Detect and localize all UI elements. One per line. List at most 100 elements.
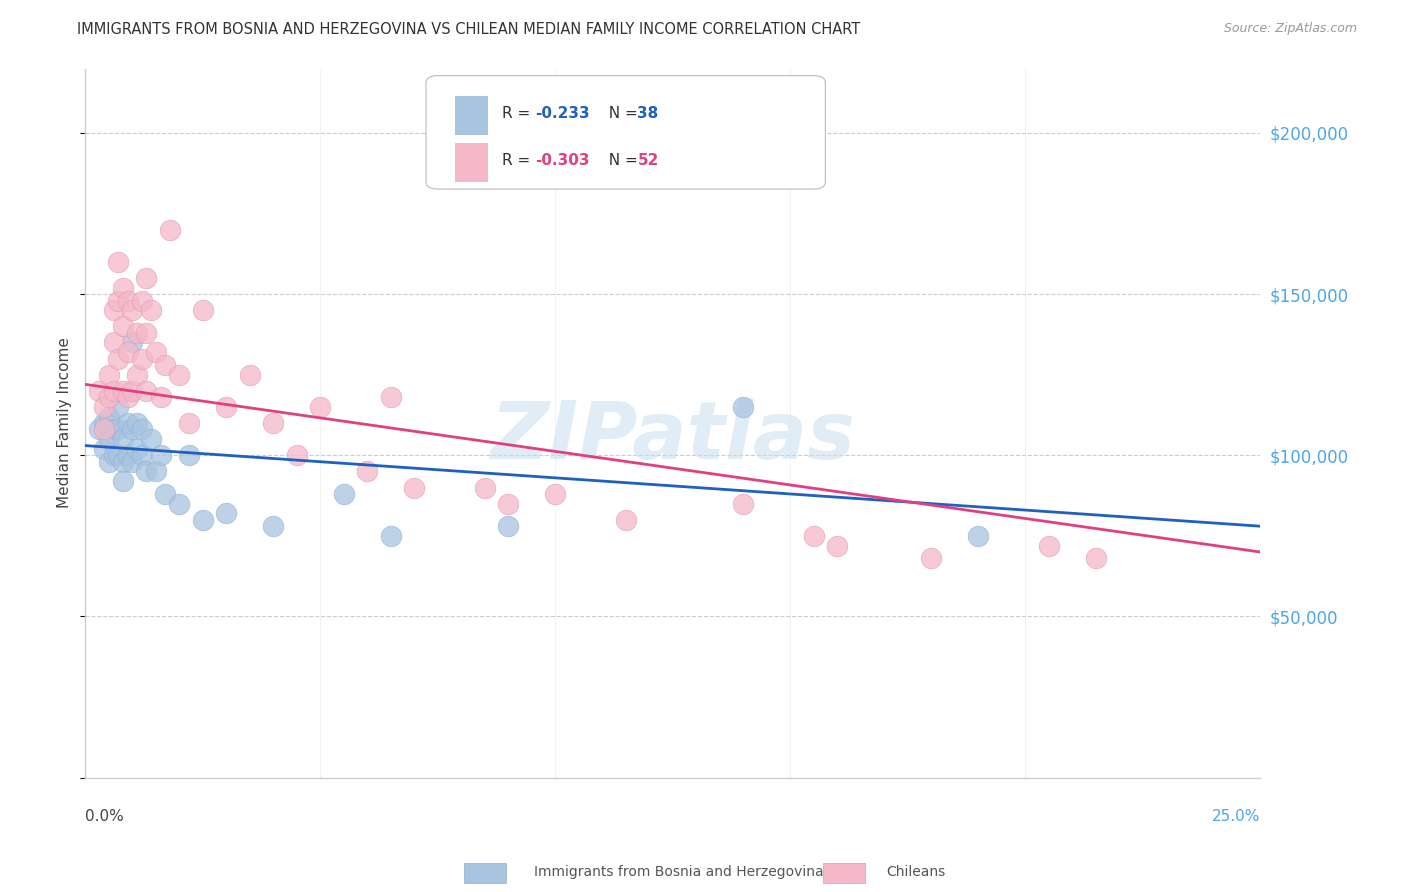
- Point: [93, 400, 115, 414]
- Point: [93, 422, 115, 436]
- Point: [356, 464, 378, 478]
- Point: [131, 448, 153, 462]
- Point: [97, 455, 120, 469]
- Point: [125, 326, 148, 340]
- Point: [145, 464, 167, 478]
- Point: [111, 319, 134, 334]
- Point: [1038, 539, 1060, 553]
- Point: [380, 390, 402, 404]
- Point: [121, 455, 143, 469]
- Point: [121, 335, 143, 350]
- Point: [1084, 551, 1107, 566]
- Point: [169, 497, 191, 511]
- Point: [117, 448, 139, 462]
- Point: [97, 390, 120, 404]
- Y-axis label: Median Family Income: Median Family Income: [58, 337, 72, 508]
- Point: [285, 448, 308, 462]
- Point: [149, 448, 172, 462]
- Point: [117, 293, 139, 308]
- Text: 52: 52: [637, 153, 659, 168]
- Point: [89, 422, 111, 436]
- Text: 0.0%: 0.0%: [86, 809, 124, 824]
- Text: R =: R =: [502, 153, 536, 168]
- Point: [614, 513, 637, 527]
- Point: [103, 303, 125, 318]
- Point: [135, 271, 157, 285]
- Point: [111, 474, 134, 488]
- Point: [103, 422, 125, 436]
- Point: [107, 255, 129, 269]
- Point: [135, 464, 157, 478]
- Point: [496, 519, 519, 533]
- Point: [125, 416, 148, 430]
- Point: [380, 529, 402, 543]
- Point: [474, 481, 496, 495]
- Point: [107, 351, 129, 366]
- Point: [149, 390, 172, 404]
- Point: [155, 358, 177, 372]
- Point: [141, 432, 163, 446]
- Point: [107, 293, 129, 308]
- Point: [920, 551, 942, 566]
- Text: Immigrants from Bosnia and Herzegovina: Immigrants from Bosnia and Herzegovina: [534, 865, 824, 880]
- Point: [97, 368, 120, 382]
- Point: [117, 390, 139, 404]
- Point: [125, 368, 148, 382]
- Point: [262, 416, 284, 430]
- Point: [309, 400, 332, 414]
- Point: [155, 487, 177, 501]
- Text: -0.233: -0.233: [536, 106, 591, 121]
- Text: -0.303: -0.303: [536, 153, 589, 168]
- Point: [117, 345, 139, 359]
- Point: [135, 384, 157, 398]
- FancyBboxPatch shape: [456, 143, 488, 182]
- Point: [803, 529, 825, 543]
- Point: [89, 384, 111, 398]
- Point: [93, 442, 115, 456]
- Point: [159, 222, 181, 236]
- Point: [121, 303, 143, 318]
- Point: [111, 281, 134, 295]
- Point: [239, 368, 262, 382]
- Point: [825, 539, 848, 553]
- Text: ZIPatlas: ZIPatlas: [491, 398, 855, 476]
- Point: [103, 335, 125, 350]
- Point: [131, 293, 153, 308]
- Point: [169, 368, 191, 382]
- Point: [121, 384, 143, 398]
- Point: [117, 416, 139, 430]
- Point: [131, 422, 153, 436]
- Point: [733, 400, 755, 414]
- Text: Source: ZipAtlas.com: Source: ZipAtlas.com: [1223, 22, 1357, 36]
- FancyBboxPatch shape: [456, 96, 488, 136]
- Text: R =: R =: [502, 106, 536, 121]
- Point: [111, 455, 134, 469]
- Point: [93, 416, 115, 430]
- Text: N =: N =: [599, 153, 643, 168]
- Point: [121, 422, 143, 436]
- Point: [97, 432, 120, 446]
- Point: [544, 487, 567, 501]
- Point: [177, 448, 200, 462]
- Point: [103, 448, 125, 462]
- Point: [131, 351, 153, 366]
- Point: [215, 506, 238, 520]
- Point: [191, 513, 214, 527]
- Point: [496, 497, 519, 511]
- Point: [135, 326, 157, 340]
- Point: [107, 422, 129, 436]
- Point: [262, 519, 284, 533]
- Point: [103, 384, 125, 398]
- Text: N =: N =: [599, 106, 643, 121]
- Point: [125, 442, 148, 456]
- Point: [107, 448, 129, 462]
- Point: [191, 303, 214, 318]
- Point: [145, 345, 167, 359]
- Text: Chileans: Chileans: [886, 865, 945, 880]
- Text: 38: 38: [637, 106, 658, 121]
- Point: [111, 432, 134, 446]
- FancyBboxPatch shape: [426, 76, 825, 189]
- Point: [733, 497, 755, 511]
- Point: [97, 409, 120, 424]
- Text: 25.0%: 25.0%: [1212, 809, 1260, 824]
